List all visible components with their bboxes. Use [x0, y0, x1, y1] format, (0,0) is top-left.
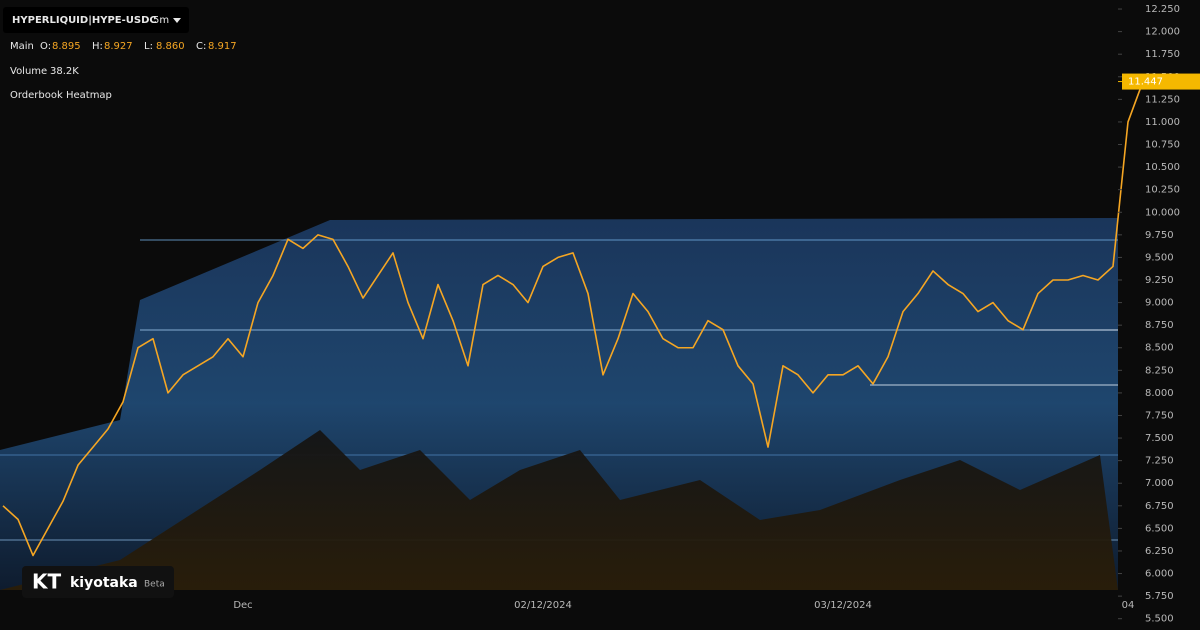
volume-label: Volume	[10, 66, 47, 77]
ohlc-key: H:	[92, 41, 103, 52]
y-tick-label: 8.250	[1145, 365, 1174, 376]
y-tick-label: 7.250	[1145, 456, 1174, 467]
price-line	[2, 81, 1144, 557]
dropdown-arrow[interactable]	[173, 18, 181, 23]
y-tick-label: 11.250	[1145, 94, 1180, 105]
y-tick-label: 10.000	[1145, 207, 1180, 218]
ohlc-key: L:	[144, 41, 153, 52]
ohlc-value: 8.917	[208, 41, 237, 52]
heatmap-label: Orderbook Heatmap	[10, 90, 112, 101]
time-axis	[0, 593, 1118, 630]
y-tick-label: 12.000	[1145, 27, 1180, 38]
y-tick-label: 8.500	[1145, 343, 1174, 354]
x-tick-label: 03/12/2024	[814, 600, 872, 611]
y-tick-label: 6.250	[1145, 546, 1174, 557]
y-tick-label: 8.750	[1145, 320, 1174, 331]
brand-box	[22, 566, 174, 598]
y-tick-label: 9.750	[1145, 230, 1174, 241]
y-tick-label: 10.500	[1145, 162, 1180, 173]
last-price-label: 11.447	[1128, 77, 1163, 88]
x-tick-label: Dec	[233, 600, 252, 611]
symbol-box[interactable]	[3, 7, 189, 33]
y-tick-label: 7.000	[1145, 478, 1174, 489]
brand-tag: Beta	[144, 580, 165, 590]
ohlc-key: O:	[40, 41, 51, 52]
y-tick-label: 5.750	[1145, 591, 1174, 602]
ohlc: O: 8.895 H: 8.927 L: 8.860 C: 8.917	[40, 41, 237, 52]
y-tick-label: 7.500	[1145, 433, 1174, 444]
ohlc-value: 8.860	[156, 41, 185, 52]
volume-area	[0, 430, 1118, 590]
y-tick-label: 6.500	[1145, 523, 1174, 534]
price-axis	[1118, 0, 1200, 630]
y-tick-label: 10.750	[1145, 140, 1180, 151]
ohlc-value: 8.927	[104, 41, 133, 52]
y-tick-label: 8.000	[1145, 388, 1174, 399]
plot	[2, 81, 1144, 557]
legend-label: Main	[10, 41, 34, 52]
y-tick-label: 9.000	[1145, 298, 1174, 309]
ohlc-value: 8.895	[52, 41, 81, 52]
y-tick-label: 9.500	[1145, 252, 1174, 263]
y-tick-label: 7.750	[1145, 410, 1174, 421]
y-tick-label: 11.000	[1145, 117, 1180, 128]
y-tick-label: 6.750	[1145, 501, 1174, 512]
y-tick-label: 11.750	[1145, 49, 1180, 60]
volume-value: 38.2K	[50, 66, 79, 77]
y-tick-label: 10.250	[1145, 185, 1180, 196]
x-tick-label: 04	[1122, 600, 1135, 611]
y-tick-label: 5.500	[1145, 614, 1174, 625]
y-tick-label: 12.250	[1145, 4, 1180, 15]
symbol: HYPERLIQUID|HYPE-USDC	[12, 15, 157, 26]
y-tick-label: 9.250	[1145, 275, 1174, 286]
ohlc-key: C:	[196, 41, 206, 52]
y-tick-label: 6.000	[1145, 569, 1174, 580]
x-tick-label: 02/12/2024	[514, 600, 572, 611]
logo: KT	[32, 570, 61, 594]
last-price-tag	[1122, 73, 1200, 90]
brand: kiyotaka	[70, 575, 138, 591]
interval[interactable]: 5m	[153, 15, 169, 26]
